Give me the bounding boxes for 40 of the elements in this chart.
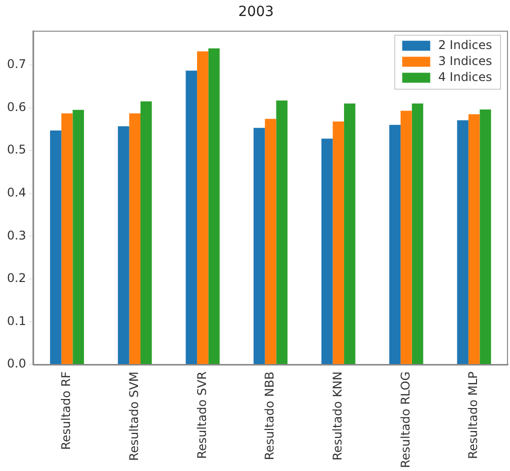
bar xyxy=(129,113,141,364)
bar xyxy=(254,128,265,364)
bar xyxy=(264,118,276,364)
y-tick-label: 0.0 xyxy=(6,356,26,371)
x-tick-label: Resultado NBB xyxy=(262,371,277,460)
y-tick-label: 0.4 xyxy=(6,185,26,200)
y-tick-label: 0.6 xyxy=(6,100,26,114)
bar xyxy=(276,100,288,364)
bar xyxy=(208,48,220,364)
bar xyxy=(457,120,468,364)
x-tick-label: Resultado KNN xyxy=(330,371,345,460)
y-tick-label: 0.2 xyxy=(6,271,26,286)
bar xyxy=(332,121,344,364)
x-tick-label: Resultado MLP xyxy=(466,371,480,459)
bar xyxy=(197,51,208,364)
x-tick-label: Resultado SVM xyxy=(126,371,141,461)
bar xyxy=(321,138,333,364)
bar xyxy=(344,104,356,364)
bar xyxy=(412,104,424,364)
y-tick-label: 0.1 xyxy=(6,314,26,328)
bar xyxy=(400,110,412,364)
bar xyxy=(140,101,152,364)
legend-label: 3 Indices xyxy=(438,54,492,68)
y-tick-label: 0.7 xyxy=(6,57,26,72)
bar xyxy=(480,110,492,364)
chart-title: 2003 xyxy=(238,4,274,20)
bar xyxy=(72,110,84,364)
y-tick-label: 0.3 xyxy=(6,228,26,242)
bar xyxy=(468,114,480,364)
legend-label: 4 Indices xyxy=(438,70,492,84)
bar xyxy=(61,113,73,364)
x-tick-label: Resultado RF xyxy=(59,371,74,450)
bar xyxy=(118,126,130,364)
bar xyxy=(50,130,62,364)
bar xyxy=(389,124,401,364)
x-tick-label: Resultado RLOG xyxy=(398,371,412,468)
legend-label: 2 Indices xyxy=(438,38,492,52)
bar xyxy=(186,70,198,364)
y-tick-label: 0.5 xyxy=(6,142,26,157)
x-tick-label: Resultado SVR xyxy=(194,371,209,459)
